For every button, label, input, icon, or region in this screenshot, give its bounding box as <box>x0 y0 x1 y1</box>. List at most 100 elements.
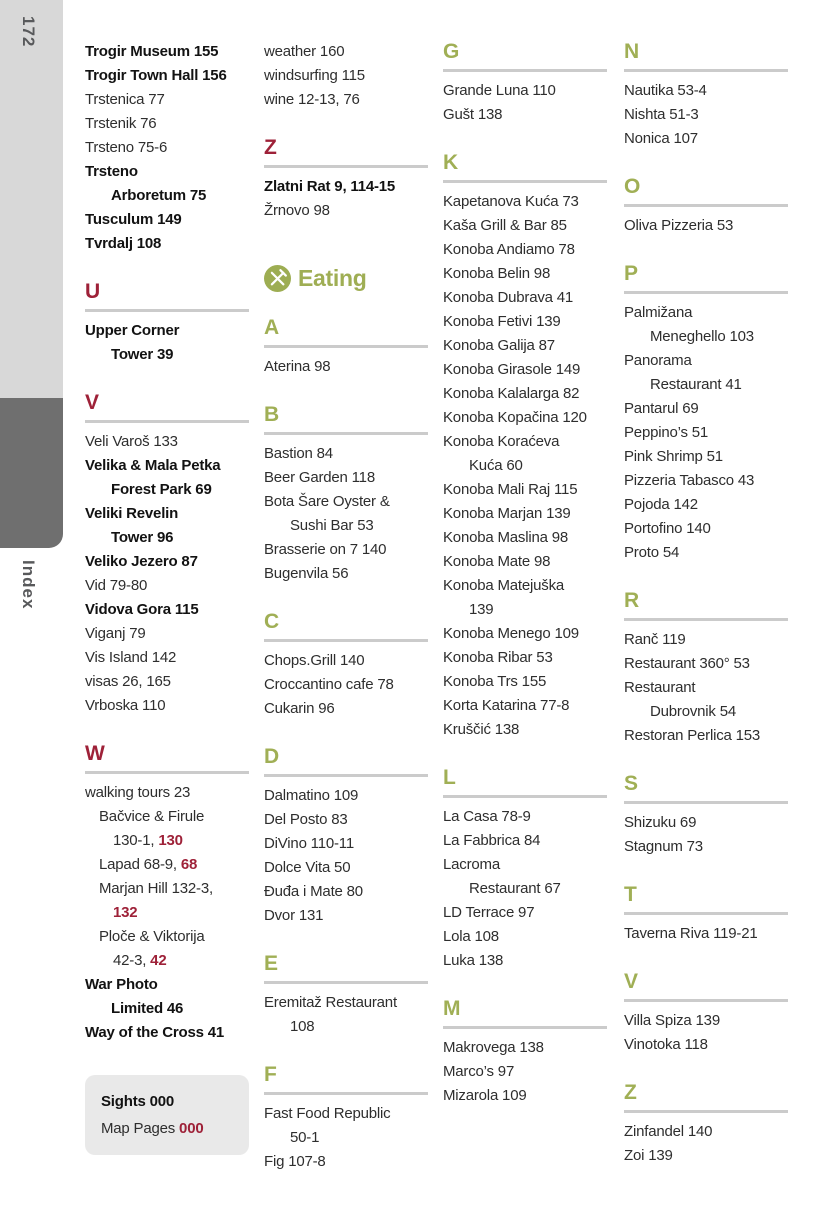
entry-text: Veliko Jezero 87 <box>85 553 198 570</box>
index-entry: Dalmatino 109 <box>264 784 428 808</box>
index-entry: Aterina 98 <box>264 355 428 379</box>
index-entry: La Fabbrica 84 <box>443 829 607 853</box>
entry-text: Vinotoka 118 <box>624 1036 708 1053</box>
index-entry: Chops.Grill 140 <box>264 649 428 673</box>
index-entry: Croccantino cafe 78 <box>264 673 428 697</box>
entry-text: Panorama <box>624 352 692 369</box>
entry-text: War Photo <box>85 976 158 993</box>
section-letter: G <box>443 40 460 63</box>
index-entry: Velika & Mala Petka Forest Park 69 <box>85 454 249 502</box>
index-entry: Konoba Kopačina 120 <box>443 406 607 430</box>
section-rule <box>85 420 249 423</box>
section-rule <box>624 999 788 1002</box>
map-page-ref: 68 <box>180 856 198 873</box>
entry-text: DiVino 110-11 <box>264 835 354 852</box>
entry-text: Kapetanova Kuća 73 <box>443 193 579 210</box>
map-page-ref: 130 <box>158 832 183 849</box>
index-entry: Fig 107-8 <box>264 1150 428 1174</box>
entry-text: Bota Šare Oyster & <box>264 493 390 510</box>
index-section-v: V Veli Varoš 133 Velika & Mala Petka Forest… <box>85 391 249 718</box>
entry-text: Konoba Girasole 149 <box>443 361 581 378</box>
index-section-v: V Villa Spiza 139 Vinotoka 118 <box>624 970 788 1057</box>
entry-text: Konoba Trs 155 <box>443 673 547 690</box>
index-entry: Restoran Perlica 153 <box>624 724 788 748</box>
section-letter: B <box>264 403 280 426</box>
section-letter: K <box>443 151 459 174</box>
entry-text: Veli Varoš 133 <box>85 433 178 450</box>
entry-text: Gušt 138 <box>443 106 503 123</box>
section-letter: L <box>443 766 457 789</box>
section-rule <box>264 1092 428 1095</box>
entry-text: Trstenik 76 <box>85 115 157 132</box>
entry-text: Konoba Andiamo 78 <box>443 241 575 258</box>
eating-utensils-icon <box>264 265 291 292</box>
entry-text: Pink Shrimp 51 <box>624 448 723 465</box>
index-entry: Lapad 68-9, 68 <box>99 853 249 877</box>
index-section-z: Z Zinfandel 140 Zoi 139 <box>624 1081 788 1168</box>
index-entry: Konoba Fetivi 139 <box>443 310 607 334</box>
entry-text: Konoba Belin 98 <box>443 265 551 282</box>
index-entry: Peppino’s 51 <box>624 421 788 445</box>
entry-text: Konoba Kopačina 120 <box>443 409 587 426</box>
entry-text: Trsteno 75-6 <box>85 139 168 156</box>
section-letter: A <box>264 316 280 339</box>
section-letter: S <box>624 772 639 795</box>
entry-text: 108 <box>290 1018 315 1035</box>
index-section-a: A Aterina 98 <box>264 316 428 379</box>
entry-text: Lola 108 <box>443 928 499 945</box>
index-entry: Brasserie on 7 140 <box>264 538 428 562</box>
index-entry: Nautika 53-4 <box>624 79 788 103</box>
index-entry: Grande Luna 110 <box>443 79 607 103</box>
index-entry: Taverna Riva 119-21 <box>624 922 788 946</box>
index-entry: Cukarin 96 <box>264 697 428 721</box>
entry-text: Pizzeria Tabasco 43 <box>624 472 755 489</box>
index-entry: War Photo Limited 46 <box>85 973 249 1021</box>
entry-text: Tvrdalj 108 <box>85 235 162 252</box>
section-rule <box>264 165 428 168</box>
index-entry: Konoba Koraćeva Kuća 60 <box>443 430 607 478</box>
entry-text: La Fabbrica 84 <box>443 832 541 849</box>
entry-text: Konoba Koraćeva <box>443 433 560 450</box>
entry-text: Meneghello 103 <box>650 328 754 345</box>
section-rule <box>264 432 428 435</box>
entry-text: Konoba Marjan 139 <box>443 505 571 522</box>
section-letter: V <box>85 391 100 414</box>
index-entry: Konoba Marjan 139 <box>443 502 607 526</box>
entry-text: Forest Park 69 <box>111 481 212 498</box>
entry-text: Restoran Perlica 153 <box>624 727 761 744</box>
entry-text: windsurfing 115 <box>264 67 365 84</box>
entry-text: Villa Spiza 139 <box>624 1012 720 1029</box>
index-entry: Konoba Trs 155 <box>443 670 607 694</box>
index-entry: Restaurant Dubrovnik 54 <box>624 676 788 724</box>
index-entry: Viganj 79 <box>85 622 249 646</box>
index-section-p: P Palmižana Meneghello 103 Panorama Restaura… <box>624 262 788 565</box>
map-page-ref: 132 <box>113 904 138 921</box>
index-entry: Bačvice & Firule 130-1, 130 <box>99 805 249 853</box>
entry-text: Restaurant 67 <box>469 880 561 897</box>
entry-text: Lapad 68-9, <box>99 856 181 873</box>
index-entry: Trstenica 77 <box>85 88 249 112</box>
index-entry: Zlatni Rat 9, 114-15 <box>264 175 428 199</box>
section-rule <box>264 639 428 642</box>
entry-text: Luka 138 <box>443 952 504 969</box>
section-rule <box>624 291 788 294</box>
index-entry: Vidova Gora 115 <box>85 598 249 622</box>
index-entry: Konoba Dubrava 41 <box>443 286 607 310</box>
entry-text: Croccantino cafe 78 <box>264 676 394 693</box>
entry-text: Trstenica 77 <box>85 91 165 108</box>
index-column-1: Trogir Museum 155 Trogir Town Hall 156 Trs… <box>85 40 249 1155</box>
index-entry: Ranč 119 <box>624 628 788 652</box>
entry-text: Restaurant 41 <box>650 376 742 393</box>
entry-text: Konoba Ribar 53 <box>443 649 553 666</box>
index-entry: Trsteno Arboretum 75 <box>85 160 249 208</box>
index-entry: Fast Food Republic 50-1 <box>264 1102 428 1150</box>
index-entry: Konoba Belin 98 <box>443 262 607 286</box>
entry-text: 130-1, <box>113 832 159 849</box>
section-letter: V <box>624 970 639 993</box>
index-entry: Zinfandel 140 <box>624 1120 788 1144</box>
index-entry: Eremitaž Restaurant 108 <box>264 991 428 1039</box>
index-section-d: D Dalmatino 109 Del Posto 83 DiVino 110-11 D… <box>264 745 428 928</box>
entry-text: Pantarul 69 <box>624 400 699 417</box>
index-entry: Kruščić 138 <box>443 718 607 742</box>
entry-text: Dolce Vita 50 <box>264 859 351 876</box>
